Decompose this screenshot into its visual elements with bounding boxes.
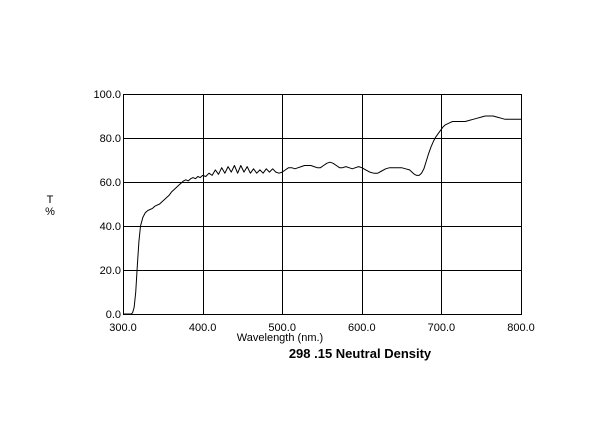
chart-title: 298 .15 Neutral Density [289, 346, 432, 361]
transmittance-line [123, 115, 521, 315]
y-tick-label: 100.0 [93, 89, 121, 101]
x-tick-label: 400.0 [189, 322, 217, 334]
y-tick-label: 20.0 [100, 265, 121, 277]
x-tick-label: 500.0 [268, 322, 296, 334]
x-tick-label: 800.0 [507, 322, 535, 334]
y-tick-label: 0.0 [106, 309, 121, 321]
series [123, 115, 521, 315]
y-tick-label: 40.0 [100, 221, 121, 233]
x-tick-label: 700.0 [428, 322, 456, 334]
y-axis-label-line-2: % [45, 206, 55, 218]
x-tick-label: 600.0 [348, 322, 376, 334]
y-tick-label: 60.0 [100, 177, 121, 189]
x-tick-labels: 300.0 400.0 500.0 600.0 700.0 800.0 [109, 322, 535, 334]
y-tick-label: 80.0 [100, 133, 121, 145]
y-tick-labels: 0.0 20.0 40.0 60.0 80.0 100.0 [93, 89, 121, 321]
x-tick-label: 300.0 [109, 322, 137, 334]
plot-frame [123, 94, 522, 315]
y-axis-label-line-1: T [47, 194, 54, 206]
x-axis-label: Wavelength (nm.) [237, 332, 323, 344]
grid [123, 94, 522, 315]
